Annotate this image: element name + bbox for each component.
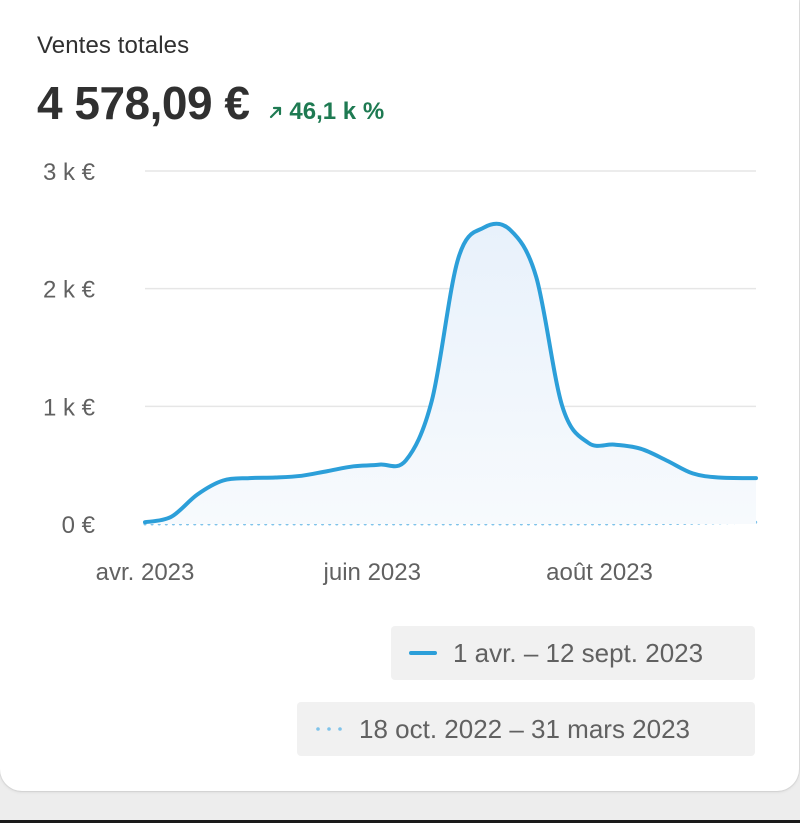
sales-chart: 0 € 1 k € 2 k € 3 k € avr. 2023 juin 2023 août… [43, 159, 758, 586]
card-title: Ventes totales [37, 32, 190, 59]
series-current-period-area [145, 223, 756, 524]
arrow-up-right-icon [270, 106, 282, 119]
y-tick-label: 0 € [62, 512, 96, 539]
bottom-edge [0, 820, 800, 823]
x-tick-label: août 2023 [546, 559, 653, 586]
x-tick-label: juin 2023 [323, 559, 421, 586]
change-percent: 46,1 k % [289, 98, 385, 125]
change-badge: 46,1 k % [269, 98, 384, 126]
solid-line-swatch-icon [409, 651, 437, 655]
y-tick-label: 3 k € [43, 159, 96, 186]
metric-row: 4 578,09 € 46,1 k % [37, 76, 384, 130]
legend-current-period[interactable]: 1 avr. – 12 sept. 2023 [391, 626, 755, 680]
total-sales-card: Ventes totales 4 578,09 € 46,1 k % 0 € 1 … [0, 0, 799, 791]
dotted-line-swatch-icon [316, 727, 342, 731]
legend-label-previous: 18 oct. 2022 – 31 mars 2023 [359, 713, 691, 744]
legend-label-current: 1 avr. – 12 sept. 2023 [453, 637, 704, 668]
total-sales-value: 4 578,09 € [37, 77, 250, 129]
series-current-period-line [143, 221, 758, 525]
y-tick-label: 2 k € [43, 277, 96, 304]
y-tick-label: 1 k € [43, 394, 96, 421]
x-tick-label: avr. 2023 [96, 559, 195, 586]
legend-previous-period[interactable]: 18 oct. 2022 – 31 mars 2023 [297, 702, 755, 756]
